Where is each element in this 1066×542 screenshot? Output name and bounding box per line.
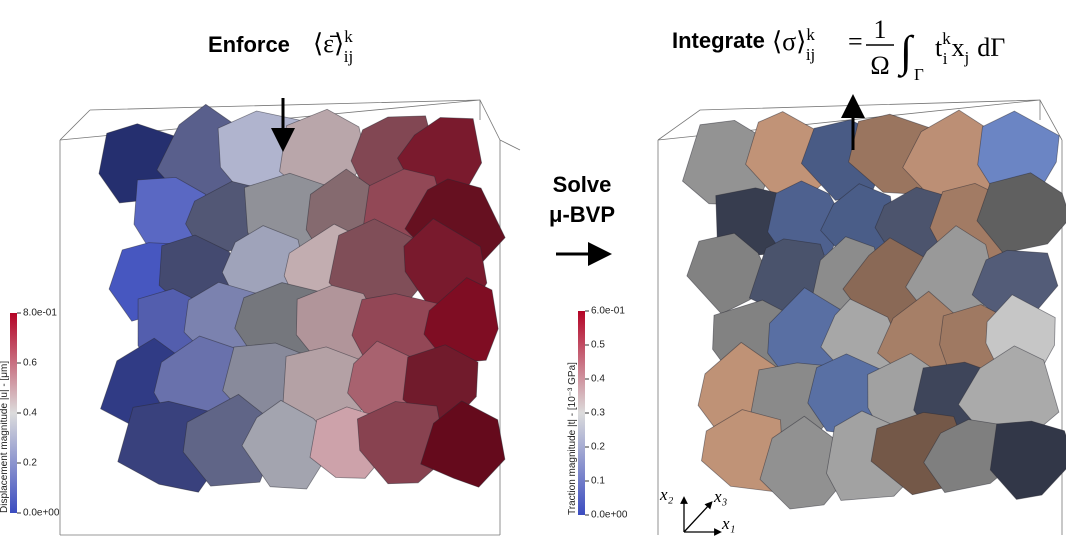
formula-sub: i (943, 49, 948, 68)
colorbar-gradient (10, 313, 17, 513)
formula-den: Ω (870, 51, 889, 80)
colorbar-title: Traction magnitude |t| - [10⁻³ GPa] (567, 362, 578, 515)
colorbar-tick-label: 0.4 (591, 374, 605, 385)
integrate-label: Integrate (672, 28, 765, 53)
colorbar-tick-label: 6.0e-01 (591, 306, 625, 317)
colorbar-tick-label: 0.5 (591, 340, 605, 351)
axis-x1: x₁ (721, 514, 735, 533)
formula-sub: j (963, 48, 969, 67)
colorbar-tick-label: 0.2 (591, 442, 605, 453)
colorbar-tick-label: 0.0e+00 (591, 510, 628, 521)
traction-colorbar: 6.0e-01 0.5 0.4 0.3 0.2 0.1 0.0e+00 Traction ma… (567, 306, 628, 521)
right-polycrystal (683, 110, 1066, 509)
solve-label: Solve (553, 172, 612, 197)
colorbar-tick-label: 0.6 (23, 358, 37, 369)
colorbar-tick-label: 0.2 (23, 458, 37, 469)
formula-domain: Γ (914, 65, 924, 84)
formula-d: dΓ (977, 33, 1005, 62)
formula-sub: ij (806, 45, 815, 64)
formula-num: 1 (874, 15, 887, 44)
colorbar-gradient (578, 311, 585, 515)
formula-sup: k (344, 27, 353, 46)
formula-sub: ij (344, 47, 353, 66)
figure: Enforce ⟨ε̄⟩kij Integrate ⟨σ⟩kij = 1 Ω ∫… (0, 0, 1066, 542)
formula-base: ⟨ε̄⟩ (313, 29, 344, 58)
colorbar-tick-label: 0.1 (591, 476, 605, 487)
formula-x: x (951, 33, 964, 62)
grain (990, 421, 1066, 499)
colorbar-title: Displacement magnitude |u| - [μm] (0, 361, 10, 513)
formula-sup: k (942, 29, 951, 48)
bvp-label: μ-BVP (549, 202, 615, 227)
colorbar-tick-label: 0.3 (591, 408, 605, 419)
displacement-colorbar: 8.0e-01 0.6 0.4 0.2 0.0e+00 Displacement magn… (0, 308, 60, 519)
formula-int: ∫ (897, 27, 915, 78)
axis-triad (684, 500, 718, 532)
left-polycrystal (99, 104, 505, 492)
formula-eq: = (848, 27, 863, 56)
formula-sup: k (806, 25, 815, 44)
axis-x3: x₃ (713, 487, 728, 506)
colorbar-tick-label: 0.0e+00 (23, 508, 60, 519)
axis-x2: x₂ (659, 485, 674, 504)
colorbar-tick-label: 0.4 (23, 408, 37, 419)
colorbar-tick-label: 8.0e-01 (23, 308, 57, 319)
enforce-label: Enforce (208, 32, 290, 57)
svg-text:⟨σ⟩kij: ⟨σ⟩kij (772, 25, 815, 64)
formula-lhs: ⟨σ⟩ (772, 27, 806, 56)
